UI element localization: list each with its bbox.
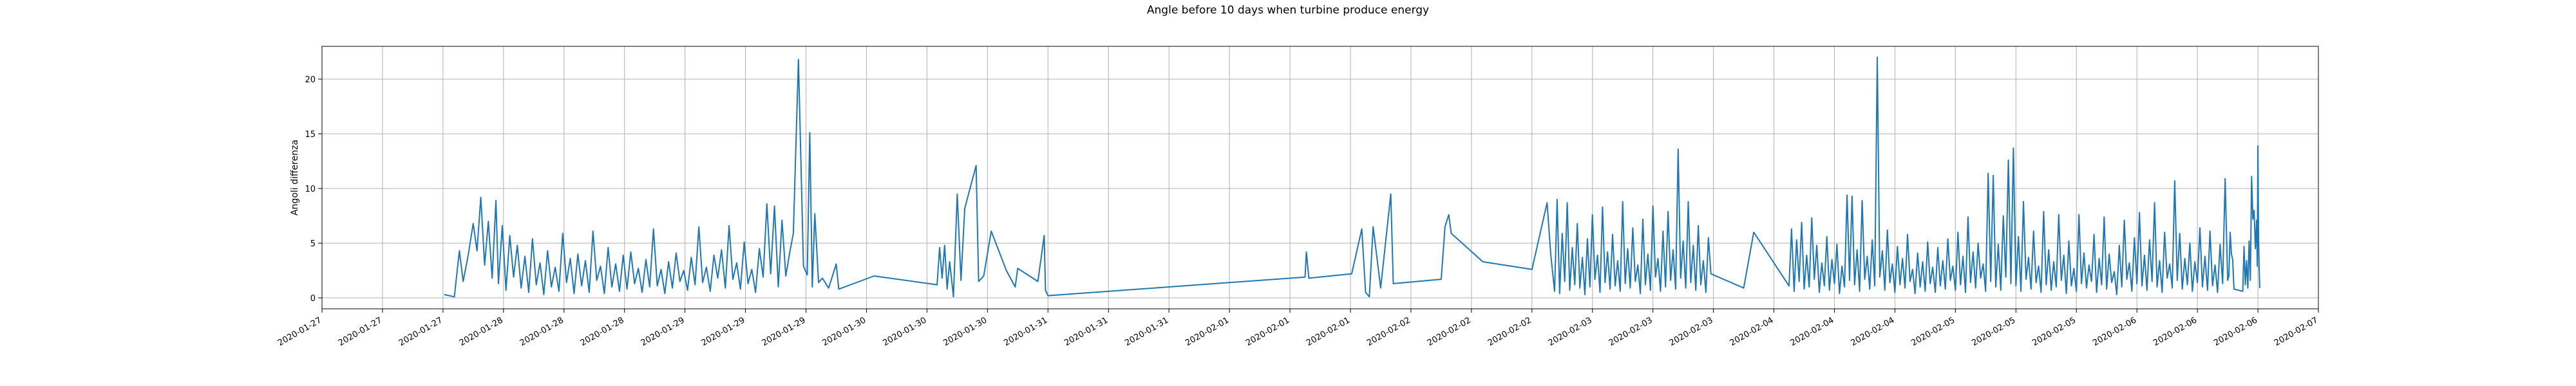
- x-tick-label: 2020-02-06: [2152, 315, 2199, 348]
- x-tick-label: 2020-02-02: [1486, 315, 1533, 348]
- y-tick-label: 15: [305, 130, 316, 140]
- x-tick-label: 2020-02-01: [1184, 315, 1231, 348]
- y-tick-label: 10: [305, 185, 316, 194]
- x-tick-label: 2020-02-06: [2091, 315, 2138, 348]
- x-tick-label: 2020-02-02: [1426, 315, 1473, 348]
- x-tick-label: 2020-02-02: [1365, 315, 1412, 348]
- x-tick-label: 2020-02-03: [1547, 315, 1594, 348]
- x-axis-ticks: 2020-01-27 2020-01-27 2020-01-27 2020-01-28…: [276, 309, 2320, 348]
- x-tick-label: 2020-01-28: [579, 315, 626, 348]
- x-tick-label: 2020-02-05: [1909, 315, 1956, 348]
- x-tick-label: 2020-01-29: [700, 315, 747, 348]
- y-axis-ticks: 0 5 10 15 20: [305, 75, 322, 304]
- x-tick-label: 2020-02-01: [1305, 315, 1352, 348]
- x-tick-label: 2020-02-06: [2212, 315, 2259, 348]
- x-tick-label: 2020-01-29: [761, 315, 808, 348]
- x-tick-label: 2020-02-04: [1728, 315, 1776, 348]
- x-tick-label: 2020-02-05: [1970, 315, 2017, 348]
- x-tick-label: 2020-01-31: [1063, 315, 1110, 348]
- series-layer: [444, 57, 2260, 298]
- x-tick-label: 2020-01-30: [942, 315, 989, 348]
- x-tick-label: 2020-01-27: [397, 315, 444, 348]
- x-tick-label: 2020-02-01: [1244, 315, 1291, 348]
- chart-title: Angle before 10 days when turbine produc…: [1146, 4, 1430, 17]
- y-tick-label: 20: [305, 75, 316, 85]
- x-tick-label: 2020-02-04: [1849, 315, 1896, 348]
- x-tick-label: 2020-01-30: [821, 315, 868, 348]
- x-tick-label: 2020-02-07: [2273, 315, 2320, 348]
- y-tick-label: 0: [310, 294, 316, 304]
- x-tick-label: 2020-01-30: [881, 315, 928, 348]
- series-line: [444, 57, 2260, 298]
- x-tick-label: 2020-02-04: [1789, 315, 1836, 348]
- plot-frame: [321, 46, 2319, 309]
- x-tick-label: 2020-01-31: [1002, 315, 1049, 348]
- x-tick-label: 2020-01-28: [458, 315, 505, 348]
- y-tick-label: 5: [310, 239, 316, 249]
- x-tick-label: 2020-02-03: [1668, 315, 1715, 348]
- x-tick-label: 2020-01-28: [518, 315, 565, 348]
- x-tick-label: 2020-01-31: [1123, 315, 1170, 348]
- grid-layer: [321, 46, 2319, 309]
- x-tick-label: 2020-01-29: [639, 315, 687, 348]
- x-tick-label: 2020-01-27: [337, 315, 384, 348]
- y-axis-label: Angoli differenza: [290, 140, 300, 216]
- x-tick-label: 2020-02-05: [2031, 315, 2078, 348]
- x-tick-label: 2020-01-27: [276, 315, 323, 348]
- x-tick-label: 2020-02-03: [1607, 315, 1654, 348]
